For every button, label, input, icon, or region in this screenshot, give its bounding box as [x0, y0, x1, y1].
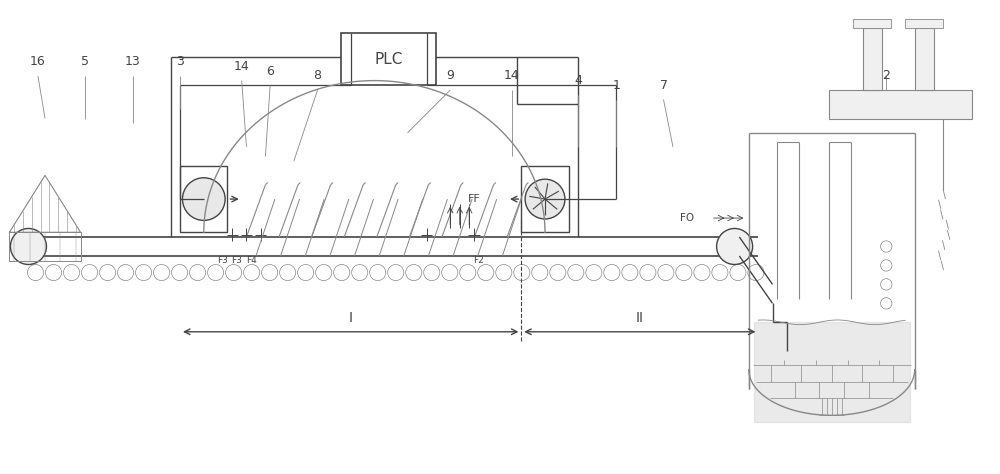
Text: F3: F3 — [217, 256, 228, 265]
Circle shape — [717, 228, 753, 264]
Bar — [853, 19, 891, 28]
Text: 3: 3 — [176, 55, 184, 68]
Text: 6: 6 — [266, 64, 274, 78]
Text: F3: F3 — [232, 256, 242, 265]
Text: F4: F4 — [246, 256, 257, 265]
Circle shape — [10, 228, 46, 264]
Text: 4: 4 — [574, 74, 582, 87]
Circle shape — [525, 179, 565, 219]
Text: I: I — [349, 310, 353, 325]
Bar — [905, 19, 943, 28]
Bar — [180, 166, 227, 232]
Text: 7: 7 — [660, 79, 668, 92]
Text: 14: 14 — [234, 60, 250, 73]
Bar — [863, 28, 882, 90]
Bar — [521, 166, 569, 232]
Bar — [9, 232, 81, 261]
Text: 14: 14 — [504, 69, 520, 82]
Text: 1: 1 — [612, 79, 620, 92]
Text: 2: 2 — [882, 69, 890, 82]
Text: 13: 13 — [125, 55, 141, 68]
Text: 5: 5 — [81, 55, 89, 68]
Text: FF: FF — [468, 194, 480, 204]
Text: 16: 16 — [30, 55, 46, 68]
Text: 9: 9 — [446, 69, 454, 82]
Bar — [915, 28, 934, 90]
Text: PLC: PLC — [374, 52, 403, 67]
Text: 8: 8 — [314, 69, 322, 82]
Text: II: II — [636, 310, 644, 325]
Text: F2: F2 — [473, 256, 484, 265]
Circle shape — [182, 178, 225, 220]
Bar — [341, 33, 436, 85]
Bar — [829, 90, 972, 118]
Text: FO: FO — [680, 213, 694, 223]
